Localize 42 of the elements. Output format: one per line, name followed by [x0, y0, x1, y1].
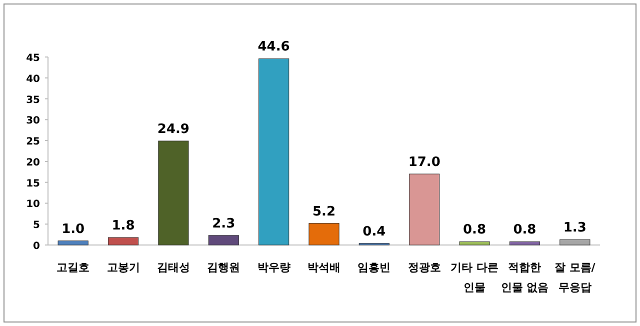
x-tick-label: 고봉기 — [106, 261, 140, 274]
data-label: 0.8 — [463, 222, 486, 238]
data-label: 2.3 — [212, 216, 236, 232]
y-tick-label: 10 — [26, 199, 40, 210]
data-label: 0.8 — [513, 222, 536, 238]
x-tick-label: 잘 모름/무응답 — [554, 261, 596, 294]
x-tick-label: 박우량 — [257, 261, 290, 274]
bar — [509, 241, 540, 246]
y-tick-label: 15 — [26, 178, 40, 190]
y-tick-label: 5 — [33, 220, 40, 232]
x-tick-label: 박석배 — [308, 261, 340, 274]
data-label: 5.2 — [312, 204, 336, 220]
y-tick-label: 40 — [26, 74, 40, 85]
data-label: 1.0 — [62, 222, 85, 237]
x-tick-label: 정광호 — [408, 261, 441, 274]
data-label: 44.6 — [258, 40, 290, 55]
bar — [58, 240, 88, 246]
data-label: 17.0 — [408, 154, 440, 170]
x-tick-label: 고길호 — [56, 261, 90, 274]
data-label: 1.3 — [563, 220, 586, 236]
y-tick-label: 45 — [26, 53, 40, 64]
x-tick-label: 김행원 — [207, 261, 240, 274]
x-tick-label: 임흥빈 — [358, 261, 391, 274]
x-tick-label: 김태성 — [156, 261, 190, 274]
bar — [308, 223, 340, 246]
bar — [560, 239, 590, 246]
bar — [208, 235, 239, 246]
bar — [158, 140, 189, 246]
data-label: 1.8 — [112, 218, 135, 234]
y-tick-label: 0 — [33, 241, 40, 252]
x-tick-label: 적합한 인물 없음 — [500, 261, 549, 294]
data-label: 24.9 — [157, 122, 190, 137]
bar — [409, 174, 440, 246]
bar — [258, 58, 290, 246]
y-tick-label: 35 — [26, 94, 40, 106]
bar — [459, 241, 490, 246]
data-label: 0.4 — [362, 224, 386, 240]
y-tick-label: 25 — [26, 136, 40, 148]
bar — [108, 237, 139, 246]
y-tick-label: 30 — [26, 116, 40, 127]
y-tick-label: 20 — [26, 157, 40, 168]
x-tick-label: 기타 다른 인물 — [450, 261, 498, 294]
